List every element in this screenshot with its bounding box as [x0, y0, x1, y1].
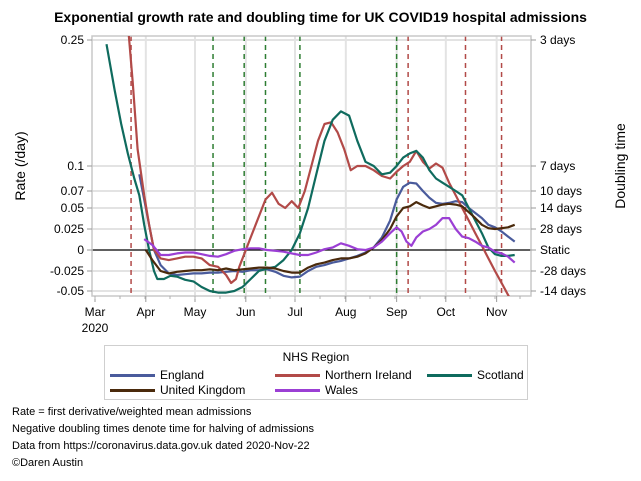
legend-item-united-kingdom: United Kingdom: [110, 383, 245, 397]
y2-tick-label: 3 days: [540, 33, 575, 47]
legend-label: Northern Ireland: [325, 368, 412, 382]
legend-item-scotland: Scotland: [427, 368, 524, 382]
y2-tick-label: 28 days: [540, 222, 582, 236]
legend-item-wales: Wales: [275, 383, 358, 397]
legend: NHS Region England Northern Ireland Scot…: [104, 345, 528, 400]
footnote: Rate = first derivative/weighted mean ad…: [12, 406, 252, 418]
x-year-label: 2020: [82, 321, 109, 335]
x-tick-label: Jun: [236, 305, 255, 319]
y-tick-label: 0.07: [61, 184, 85, 198]
legend-swatch: [110, 373, 155, 377]
series-line-united-kingdom: [144, 201, 516, 275]
legend-swatch: [427, 373, 472, 377]
y-tick-label: 0.1: [67, 159, 84, 173]
y2-axis-label: Doubling time: [612, 123, 628, 209]
legend-label: United Kingdom: [160, 383, 246, 397]
y-tick-label: -0.025: [50, 264, 84, 278]
x-tick-label: Mar: [85, 305, 106, 319]
y2-tick-label: 10 days: [540, 184, 582, 198]
y2-tick-label: 14 days: [540, 201, 582, 215]
y2-tick-label: Static: [540, 243, 570, 257]
y-tick-label: 0: [77, 243, 84, 257]
y2-tick-label: -28 days: [540, 264, 586, 278]
footnotes: Rate = first derivative/weighted mean ad…: [12, 404, 314, 472]
legend-item-northern-ireland: Northern Ireland: [275, 368, 412, 382]
legend-swatch: [275, 388, 320, 392]
legend-title: NHS Region: [282, 350, 350, 364]
y-tick-label: -0.05: [57, 284, 85, 298]
x-tick-label: Oct: [436, 305, 455, 319]
legend-label: England: [160, 368, 205, 382]
y-tick-label: 0.025: [54, 222, 84, 236]
y-axis-label: Rate (/day): [12, 131, 28, 200]
legend-swatch: [275, 373, 320, 377]
x-axis-ticks: Mar Apr May Jun Jul Aug Sep Oct Nov 2020: [82, 296, 521, 335]
series-lines: [105, 36, 516, 296]
chart-title: Exponential growth rate and doubling tim…: [54, 9, 587, 25]
legend-swatch: [110, 388, 155, 392]
x-tick-label: Apr: [136, 305, 155, 319]
legend-label: Scotland: [477, 368, 524, 382]
y2-tick-label: -14 days: [540, 284, 586, 298]
x-tick-label: May: [184, 305, 207, 319]
y-axis-ticks: 0.25 0.1 0.07 0.05 0.025 0 -0.025 -0.05: [50, 33, 92, 298]
x-tick-label: Nov: [486, 305, 507, 319]
footnote: Negative doubling times denote time for …: [12, 423, 315, 435]
x-tick-label: Aug: [335, 305, 356, 319]
y-tick-label: 0.05: [61, 201, 85, 215]
y-tick-label: 0.25: [61, 33, 85, 47]
footnote: ©Daren Austin: [12, 457, 84, 469]
x-tick-label: Sep: [386, 305, 408, 319]
x-tick-label: Jul: [287, 305, 302, 319]
legend-item-england: England: [110, 368, 204, 382]
legend-label: Wales: [325, 383, 358, 397]
y2-tick-label: 7 days: [540, 159, 575, 173]
y2-axis-ticks: 3 days 7 days 10 days 14 days 28 days Static -…: [531, 33, 586, 298]
footnote: Data from https://coronavirus.data.gov.u…: [12, 440, 310, 452]
gridlines: [92, 36, 531, 296]
series-line-scotland: [105, 44, 515, 294]
series-line-wales: [143, 217, 516, 264]
